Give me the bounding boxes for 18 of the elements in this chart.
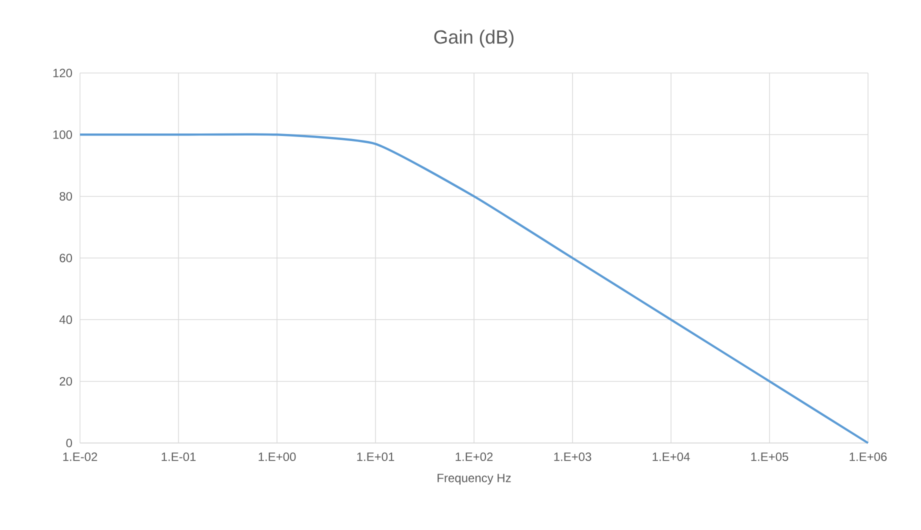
x-tick-label: 1.E+05 — [751, 452, 788, 462]
y-tick-label: 120 — [53, 68, 72, 78]
y-tick-label: 20 — [60, 377, 72, 386]
y-tick-label: 60 — [60, 254, 72, 262]
x-tick-label: 1.E+02 — [456, 452, 493, 462]
y-tick-label: 0 — [66, 438, 72, 448]
x-tick-label: 1.E+06 — [850, 452, 887, 462]
y-tick-label: 80 — [60, 192, 72, 201]
x-axis-title: Frequency Hz — [438, 474, 511, 485]
x-tick-label: 1.E+03 — [554, 452, 592, 462]
x-tick-label: 1.E+00 — [258, 452, 296, 462]
x-tick-label: 1.E+04 — [652, 452, 690, 462]
x-tick-label: 1.E-02 — [63, 452, 98, 462]
x-tick-label: 1.E-01 — [162, 452, 196, 462]
chart-title: Gain (dB) — [434, 30, 514, 48]
y-tick-label: 100 — [53, 130, 72, 139]
x-tick-label: 1.E+01 — [357, 452, 394, 462]
y-tick-label: 40 — [59, 315, 72, 324]
